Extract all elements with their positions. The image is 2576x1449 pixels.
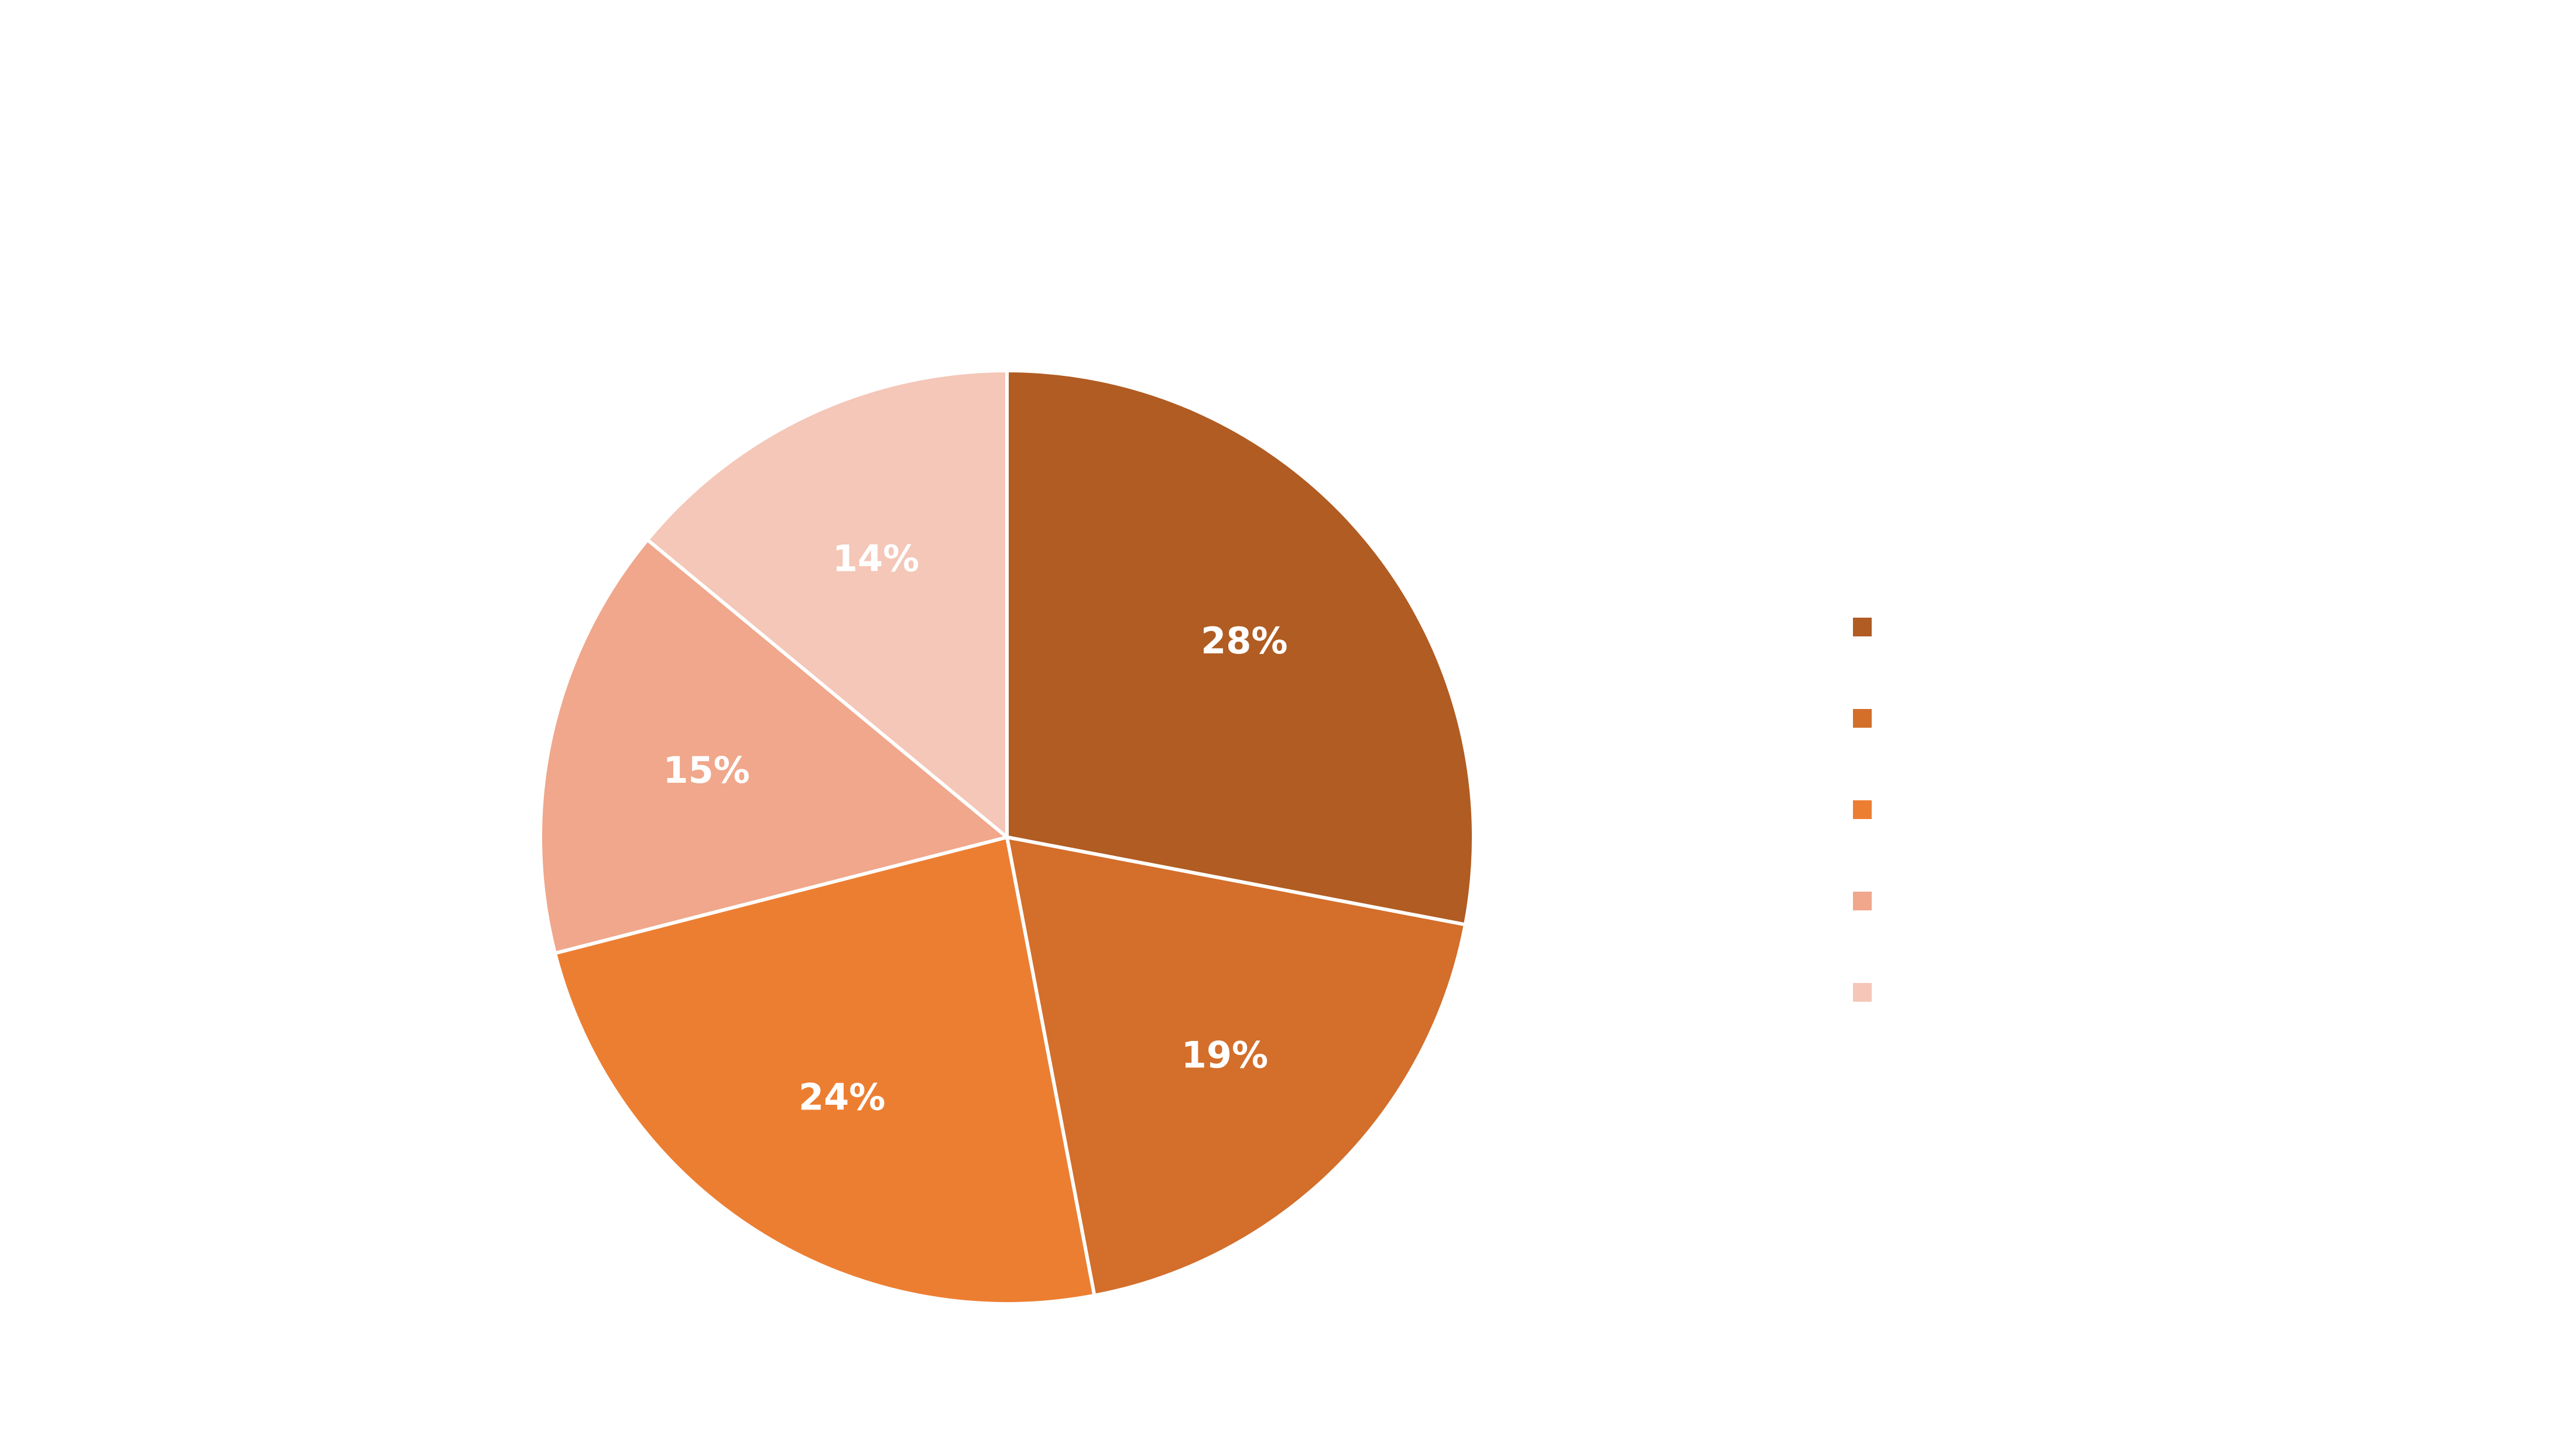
slice-label-4: 15%	[663, 749, 749, 792]
legend-swatch-5	[1853, 983, 1872, 1002]
pie-slice-5	[645, 369, 1009, 839]
slice-label-1: 28%	[1201, 619, 1287, 662]
pie-slice-1	[1005, 369, 1475, 927]
pie-slice-4	[539, 537, 1009, 955]
legend-swatch-1	[1853, 618, 1872, 636]
slice-label-3: 24%	[799, 1076, 885, 1119]
pie-slice-3	[553, 835, 1097, 1306]
slice-label-2: 19%	[1181, 1033, 1268, 1076]
slice-label-5: 14%	[833, 537, 919, 580]
pie-slices	[539, 369, 1475, 1306]
legend-swatch-3	[1853, 800, 1872, 819]
pie-slice-labels: 28% 19% 24% 15% 14%	[663, 537, 1287, 1119]
legend-swatch-4	[1853, 892, 1872, 910]
legend	[1853, 618, 1872, 1002]
pie-slice-2	[1005, 835, 1467, 1297]
legend-swatch-2	[1853, 709, 1872, 728]
